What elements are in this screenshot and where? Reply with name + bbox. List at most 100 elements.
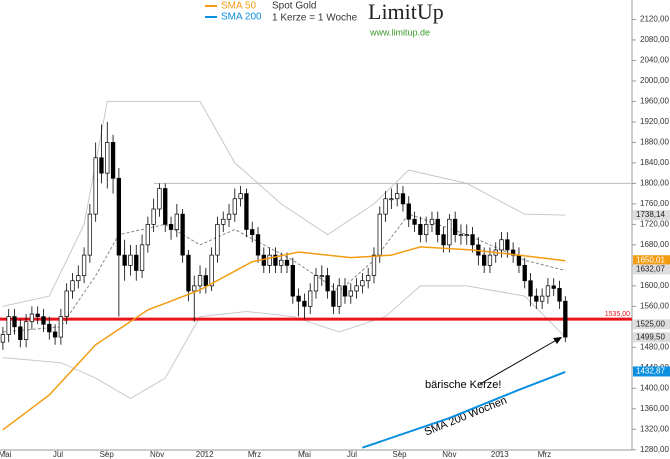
- chart-title: Spot Gold: [272, 1, 316, 12]
- candle-body: [505, 239, 510, 251]
- candle-body: [354, 285, 359, 292]
- y-tick-label: 2040,00: [640, 56, 669, 65]
- x-tick-label: 2013: [491, 450, 509, 459]
- logo-url: www.limitup.de: [369, 27, 430, 37]
- candle-body: [441, 234, 446, 246]
- candle-body: [516, 254, 522, 266]
- candle-body: [481, 254, 487, 266]
- x-tick-label: Jul: [53, 450, 63, 459]
- candle-body: [203, 275, 208, 287]
- candle-body: [389, 198, 394, 201]
- candle-body: [302, 300, 307, 307]
- candle-body: [545, 285, 551, 297]
- price-box: [633, 332, 670, 343]
- candle-body: [12, 316, 17, 328]
- candle-body: [128, 254, 133, 266]
- candle-body: [348, 290, 353, 297]
- candle-body: [105, 142, 110, 174]
- candle-body: [464, 234, 469, 236]
- candle-body: [93, 157, 98, 215]
- price-label: 1525,00: [636, 319, 665, 328]
- candle-body: [41, 316, 46, 325]
- candle-body: [331, 290, 336, 307]
- candle-body: [400, 193, 406, 205]
- candle-body: [0, 334, 6, 343]
- x-tick-label: Mrz: [248, 450, 261, 459]
- y-tick-label: 2000,00: [640, 76, 669, 85]
- candle-body: [35, 313, 40, 317]
- x-tick-label: Nov: [150, 450, 164, 459]
- indicator-line: [2, 246, 566, 431]
- candle-body: [290, 265, 295, 297]
- x-tick-label: 2012: [196, 450, 214, 459]
- x-tick-label: Sep: [100, 450, 115, 459]
- candle-body: [313, 275, 319, 292]
- y-tick-label: 2120,00: [640, 15, 669, 24]
- candle-body: [435, 218, 440, 235]
- y-tick-label: 1600,00: [640, 281, 669, 290]
- indicator-line: [362, 370, 566, 449]
- price-label: 1650,01: [636, 255, 665, 264]
- arrow: [479, 337, 561, 385]
- y-tick-label: 1360,00: [640, 404, 669, 413]
- candle-body: [418, 224, 423, 235]
- candle-body: [197, 275, 203, 287]
- candle-body: [168, 224, 174, 230]
- x-tick-label: Mrz: [538, 450, 551, 459]
- candle-body: [366, 275, 371, 282]
- candle-body: [551, 285, 556, 289]
- y-tick-label: 1400,00: [640, 383, 669, 392]
- y-tick-label: 1480,00: [640, 342, 669, 351]
- candle-body: [192, 285, 197, 292]
- candle-body: [360, 280, 365, 287]
- candle-body: [58, 316, 64, 338]
- candle-body: [163, 188, 168, 225]
- candle-body: [534, 295, 539, 302]
- y-tick-label: 1280,00: [640, 445, 669, 454]
- candle-body: [23, 321, 29, 340]
- candle-body: [284, 259, 290, 266]
- candle-body: [226, 213, 232, 220]
- candle-body: [18, 326, 23, 340]
- candle-body: [377, 213, 382, 256]
- candle-body: [52, 331, 58, 338]
- candle-body: [139, 244, 145, 271]
- candle-body: [250, 229, 255, 235]
- candle-body: [499, 239, 504, 251]
- y-tick-label: 1880,00: [640, 138, 669, 147]
- candle-body: [539, 295, 545, 302]
- candle-body: [267, 254, 272, 266]
- candle-body: [424, 224, 429, 235]
- candle-body: [99, 157, 104, 174]
- candle-body: [70, 280, 75, 292]
- candle-body: [81, 254, 87, 276]
- candle-body: [64, 290, 69, 317]
- candle-body: [232, 198, 237, 215]
- candle-body: [383, 198, 388, 215]
- price-label: 1535,00: [605, 311, 630, 318]
- candle-body: [87, 213, 93, 256]
- y-tick-label: 1760,00: [640, 199, 669, 208]
- price-label: 1432,87: [636, 367, 665, 376]
- candle-body: [412, 218, 417, 225]
- annotation: bärische Kerze!: [425, 379, 501, 391]
- candle-body: [453, 218, 458, 235]
- candle-body: [447, 218, 452, 246]
- candle-body: [458, 234, 464, 236]
- candle-body: [186, 254, 191, 292]
- candle-body: [122, 254, 127, 266]
- candle-body: [429, 218, 435, 225]
- y-tick-label: 1920,00: [640, 117, 669, 126]
- x-tick-label: Mai: [298, 450, 311, 459]
- price-box: [633, 264, 670, 275]
- candle-body: [319, 275, 324, 277]
- candle-body: [528, 280, 533, 297]
- candle-body: [557, 288, 562, 302]
- legend-label: SMA 50: [221, 1, 256, 12]
- candle-body: [470, 234, 475, 246]
- candle-body: [157, 188, 162, 210]
- x-tick-label: Jul: [347, 450, 357, 459]
- candle-body: [180, 213, 185, 256]
- candle-body: [145, 224, 151, 246]
